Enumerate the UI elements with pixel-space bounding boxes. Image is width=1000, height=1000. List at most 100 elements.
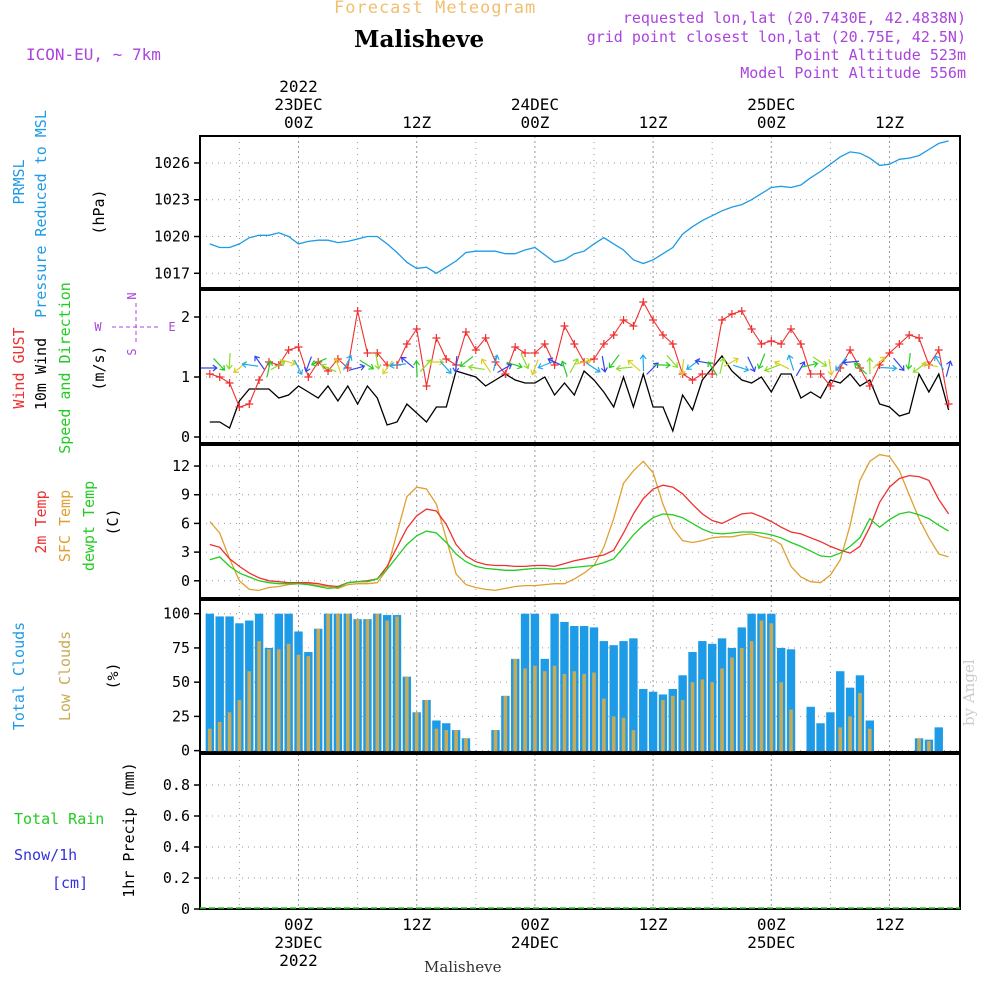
y-tick-label: 0: [181, 572, 190, 590]
precip-unit: 1hr Precip (mm): [120, 762, 138, 897]
temp2m-label: 2m Temp: [32, 490, 50, 553]
y-tick-label: 1026: [154, 154, 190, 172]
panel-frame: [199, 444, 961, 599]
time-label-bottom: 2022: [279, 951, 318, 970]
wind-arrow: [786, 354, 795, 371]
y-tick-label: 9: [181, 486, 190, 504]
arrow-shape: [586, 362, 601, 373]
gust-point: [777, 340, 786, 348]
time-label-bottom: 24DEC: [511, 933, 559, 952]
wind-arrow: [586, 362, 601, 373]
arrow-shape: [921, 360, 938, 368]
pressure-label: Pressure Reduced to MSL: [32, 110, 50, 318]
gust-point: [658, 331, 667, 339]
wind-arrow: [200, 364, 218, 372]
low-cloud-bar: [542, 671, 547, 752]
gust-label: Wind GUST: [10, 327, 28, 408]
arrow-shape: [905, 352, 913, 370]
y-tick-label: 0: [181, 742, 190, 760]
wind-arrow: [945, 360, 953, 377]
wind-arrow: [439, 360, 452, 374]
panel-2: [194, 289, 961, 444]
gust-point: [727, 310, 736, 318]
low-cloud-bar: [562, 673, 567, 752]
wind-arrow: [520, 353, 530, 370]
low-cloud-bar: [247, 671, 252, 752]
low-cloud-bar: [858, 693, 862, 752]
low-cloud-bar: [552, 665, 557, 752]
low-cloud-bar: [730, 657, 734, 752]
arrow-shape: [795, 361, 806, 377]
arrow-shape: [575, 357, 592, 365]
arrow-shape: [413, 360, 420, 378]
gust-point: [708, 370, 717, 378]
total-cloud-bar: [629, 638, 638, 752]
gust-point: [737, 307, 746, 315]
wind-arrow: [608, 354, 620, 369]
low-cloud-bar: [444, 730, 449, 752]
wind-arrow: [480, 358, 492, 373]
gust-point: [422, 382, 431, 390]
clouds-unit: (%): [104, 662, 122, 689]
gust-point: [442, 355, 451, 363]
wind-arrow: [560, 360, 568, 377]
low-clouds-label: Low Clouds: [56, 631, 74, 721]
time-label-bottom: 00Z: [284, 915, 313, 934]
time-label-top: 00Z: [520, 113, 549, 132]
wind-arrow: [400, 356, 415, 369]
gust-point: [747, 325, 756, 333]
gust-point: [599, 340, 608, 348]
arrow-shape: [827, 359, 835, 376]
low-cloud-bar: [720, 668, 724, 752]
gust-markers: [205, 298, 953, 411]
arrow-shape: [254, 355, 265, 370]
wind-arrow: [934, 355, 945, 370]
panel-frame: [199, 135, 961, 289]
gust-point: [284, 346, 293, 354]
wind10m-series-line: [209, 354, 950, 434]
low-cloud-bar: [927, 741, 931, 752]
y-tick-label: 75: [172, 639, 190, 657]
arrow-shape: [342, 354, 353, 371]
arrow-shape: [646, 362, 659, 375]
time-label-bottom: 23DEC: [274, 933, 322, 952]
gust-point: [215, 373, 224, 381]
arrow-shape: [893, 357, 905, 372]
grid-coords: grid point closest lon,lat (20.75E, 42.5…: [586, 28, 966, 46]
gust-point: [846, 346, 855, 354]
arrow-shape: [279, 358, 297, 367]
low-cloud-bar: [592, 672, 596, 752]
low-cloud-bar: [345, 613, 350, 752]
gust-point: [609, 331, 618, 339]
low-cloud-bar: [789, 709, 793, 752]
arrow-shape: [333, 357, 342, 374]
arrow-shape: [310, 357, 327, 367]
prmsl-label: PRMSL: [10, 159, 28, 204]
arrow-shape: [945, 360, 953, 377]
low-cloud-bar: [296, 654, 301, 752]
wind-arrow: [569, 358, 579, 374]
gust-point: [895, 340, 904, 348]
total-cloud-bar: [619, 641, 628, 752]
wind-arrow: [872, 356, 886, 369]
arrow-shape: [666, 354, 679, 369]
low-cloud-bar: [671, 695, 675, 752]
low-cloud-bar: [326, 613, 330, 752]
total-cloud-bar: [648, 691, 658, 752]
wind-arrow: [733, 364, 750, 373]
gust-point: [363, 349, 372, 357]
wind10m-label: 10m Wind: [32, 338, 50, 410]
low-cloud-bar: [237, 699, 242, 752]
gust-point: [767, 337, 776, 345]
arrow-shape: [452, 355, 460, 373]
wind-arrow: [835, 357, 847, 372]
low-cloud-bar: [385, 620, 389, 752]
time-label-top: 12Z: [875, 113, 904, 132]
arrow-shape: [480, 358, 492, 373]
wind-arrow: [333, 357, 342, 374]
low-cloud-bar: [414, 712, 419, 752]
gust-point: [757, 340, 766, 348]
low-cloud-bar: [759, 620, 764, 752]
total-cloud-bar: [934, 727, 943, 752]
wind-arrow: [359, 359, 375, 370]
